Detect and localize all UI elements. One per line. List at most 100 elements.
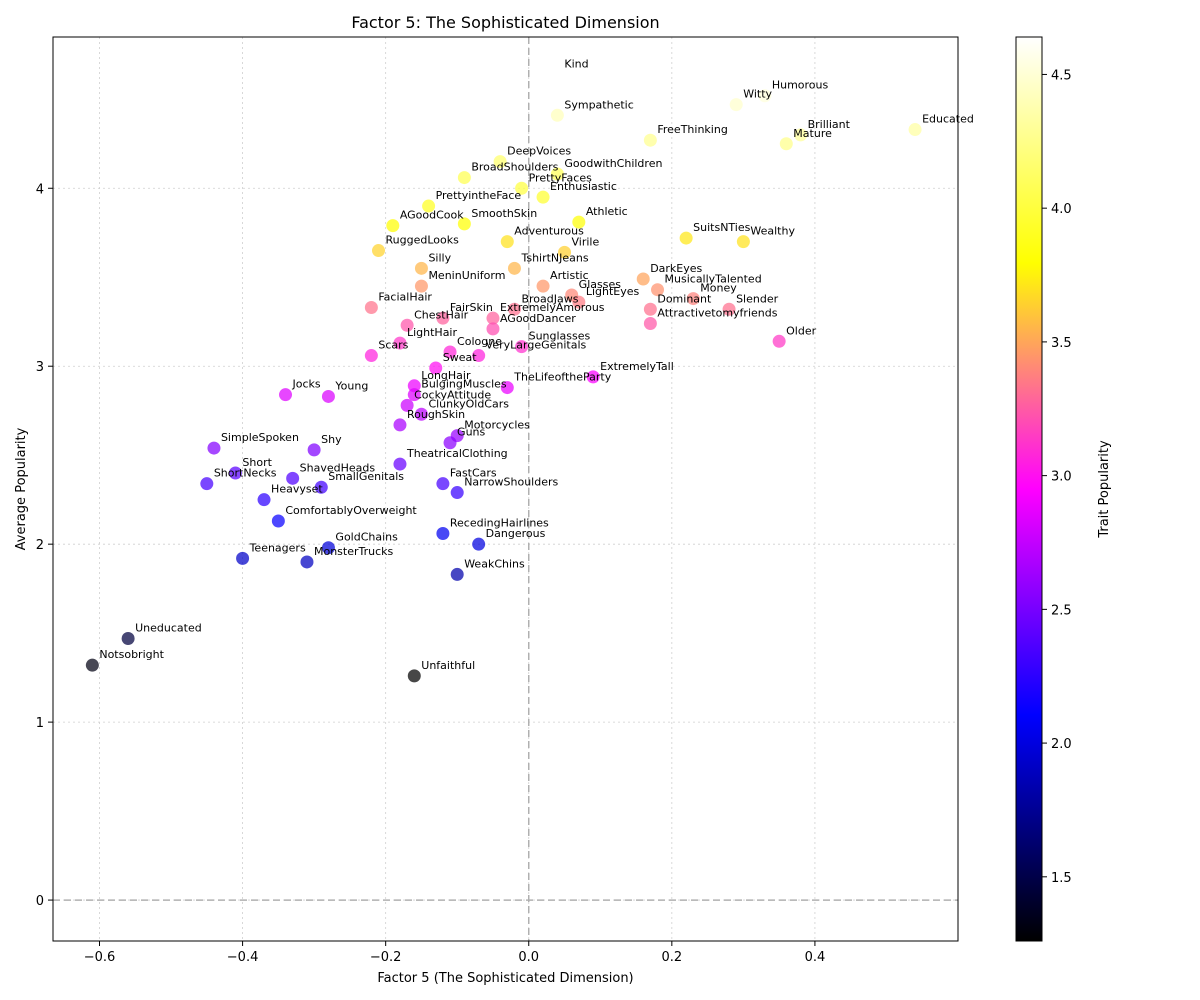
point-label: SmallGenitals <box>328 470 404 483</box>
point-label: LightHair <box>407 326 458 339</box>
colorbar-title: Trait Popularity <box>1097 440 1112 539</box>
point-label: Artistic <box>550 269 589 282</box>
data-point <box>558 245 572 259</box>
data-point <box>321 541 335 555</box>
data-point <box>300 555 314 569</box>
data-point <box>636 272 650 286</box>
data-point <box>572 215 586 229</box>
point-label: Young <box>334 379 368 392</box>
point-label: Humorous <box>772 79 829 92</box>
colorbar-tick-label: 3.5 <box>1051 336 1072 351</box>
point-label: TheLifeoftheParty <box>513 371 611 384</box>
point-label: Educated <box>922 113 974 126</box>
x-axis-title: Factor 5 (The Sophisticated Dimension) <box>377 971 633 986</box>
data-point <box>414 261 428 275</box>
data-point <box>364 300 378 314</box>
data-point <box>515 340 529 354</box>
point-label: Teenagers <box>249 541 306 554</box>
data-point <box>271 514 285 528</box>
point-label: Heavyset <box>271 483 323 496</box>
data-point <box>436 311 450 325</box>
point-label: Sweat <box>443 351 477 364</box>
data-point <box>472 349 486 363</box>
data-point <box>286 471 300 485</box>
data-point <box>729 98 743 112</box>
point-label: PrettyFaces <box>529 171 592 184</box>
y-axis-title: Average Popularity <box>14 427 29 550</box>
point-label: Brilliant <box>808 118 851 131</box>
colorbar-tick-label: 1.5 <box>1051 871 1072 886</box>
colorbar: 1.5 2.0 2.5 3.0 3.5 4.0 4.5 Trait Popularity <box>1015 36 1112 942</box>
data-point <box>586 370 600 384</box>
data-point <box>393 336 407 350</box>
point-label: RoughSkin <box>407 408 465 421</box>
data-point <box>414 407 428 421</box>
data-point <box>414 279 428 293</box>
data-point <box>450 486 464 500</box>
colorbar-tick-label: 3.0 <box>1051 470 1072 485</box>
colorbar-tick-label: 2.0 <box>1051 737 1072 752</box>
data-point <box>643 133 657 147</box>
data-point <box>779 137 793 151</box>
data-point <box>651 283 665 297</box>
colorbar-tick-label: 4.0 <box>1051 202 1072 217</box>
point-label: Athletic <box>586 205 628 218</box>
point-label: Adventurous <box>514 225 584 238</box>
data-point <box>500 381 514 395</box>
point-label: ExtremelyTall <box>600 360 674 373</box>
point-label: PrettyintheFace <box>436 189 522 202</box>
point-label: Notsobright <box>99 648 164 661</box>
point-label: LongHair <box>421 369 471 382</box>
point-label: GoodwithChildren <box>564 157 662 170</box>
colorbar-gradient <box>1015 36 1043 942</box>
x-tick-label: 0.0 <box>518 950 539 965</box>
point-label: CockyAttitude <box>414 388 491 401</box>
point-label: FreeThinking <box>657 123 727 136</box>
data-point <box>314 480 328 494</box>
colorbar-ticks: 1.5 2.0 2.5 3.0 3.5 4.0 4.5 <box>1042 68 1072 886</box>
point-label: AGoodCook <box>400 209 464 222</box>
data-point <box>758 89 772 103</box>
data-point <box>400 398 414 412</box>
y-tick-label: 2 <box>36 538 44 553</box>
point-label: LightEyes <box>586 285 640 298</box>
point-label: Glasses <box>579 278 622 291</box>
data-point <box>643 317 657 331</box>
point-label: Slender <box>736 292 779 305</box>
data-point <box>550 67 564 81</box>
data-point <box>407 669 421 683</box>
data-point <box>236 551 250 565</box>
y-tick-label: 3 <box>36 360 44 375</box>
chart-title: Factor 5: The Sophisticated Dimension <box>351 13 659 32</box>
point-label: Cologne <box>457 335 502 348</box>
data-point <box>407 388 421 402</box>
point-label: TshirtNJeans <box>520 251 588 264</box>
point-label: VeryLargeGenitals <box>486 339 587 352</box>
point-label: ExtremelyAmorous <box>500 301 605 314</box>
point-label: WeakChins <box>464 557 525 570</box>
data-point <box>679 231 693 245</box>
data-point <box>207 441 221 455</box>
data-point <box>279 388 293 402</box>
data-point <box>572 295 586 309</box>
data-point <box>550 108 564 122</box>
colorbar-tick-label: 4.5 <box>1051 68 1072 83</box>
data-point <box>686 292 700 306</box>
data-point <box>364 349 378 363</box>
x-tick-label: −0.6 <box>84 950 116 965</box>
data-point <box>257 493 271 507</box>
data-point <box>436 477 450 491</box>
data-point <box>507 261 521 275</box>
data-point <box>486 311 500 325</box>
data-point <box>228 466 242 480</box>
point-label: BroadJaws <box>521 292 578 305</box>
data-point <box>507 302 521 316</box>
point-label: Sunglasses <box>529 330 591 343</box>
point-label: Kind <box>564 57 588 70</box>
data-point <box>393 457 407 471</box>
data-point <box>200 477 214 491</box>
point-label: ChestHair <box>414 308 469 321</box>
point-label: GoldChains <box>335 531 398 544</box>
point-label: FairSkin <box>450 301 493 314</box>
